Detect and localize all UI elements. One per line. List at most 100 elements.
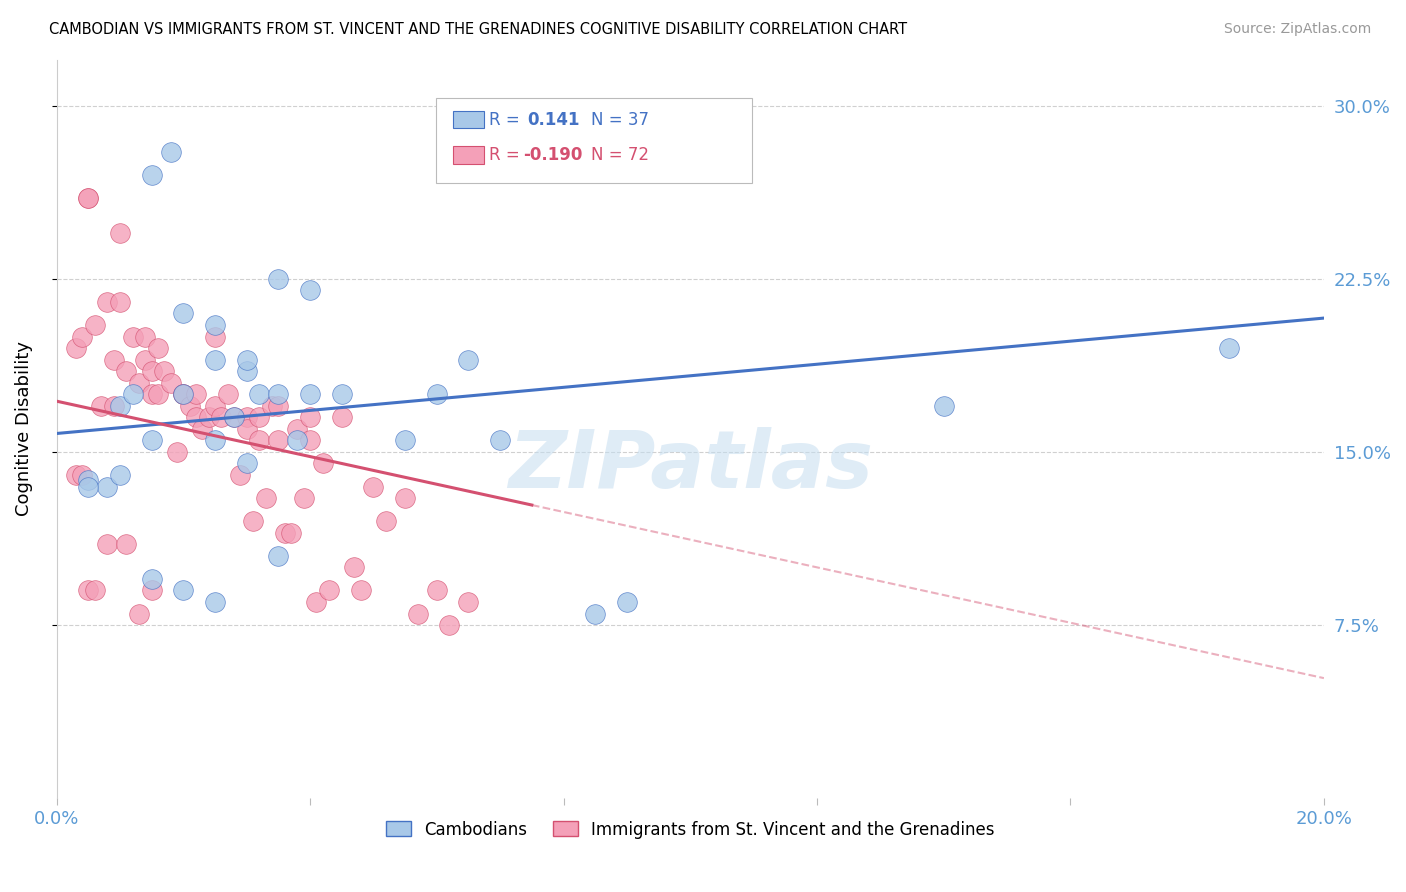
Point	[153, 364, 176, 378]
Point	[134, 329, 156, 343]
Point	[247, 387, 270, 401]
Point	[141, 387, 163, 401]
Point	[70, 468, 93, 483]
Point	[115, 537, 138, 551]
Point	[330, 387, 353, 401]
Point	[287, 422, 309, 436]
Text: Source: ZipAtlas.com: Source: ZipAtlas.com	[1223, 22, 1371, 37]
Point	[457, 595, 479, 609]
Point	[159, 376, 181, 390]
Point	[108, 399, 131, 413]
Point	[209, 410, 232, 425]
Point	[146, 341, 169, 355]
Point	[128, 607, 150, 621]
Point	[115, 364, 138, 378]
Legend: Cambodians, Immigrants from St. Vincent and the Grenadines: Cambodians, Immigrants from St. Vincent …	[380, 814, 1001, 846]
Point	[375, 514, 398, 528]
Point	[184, 410, 207, 425]
Text: N = 72: N = 72	[591, 146, 648, 164]
Point	[77, 191, 100, 205]
Point	[172, 583, 194, 598]
Point	[299, 410, 322, 425]
Point	[65, 341, 87, 355]
Point	[77, 473, 100, 487]
Point	[287, 434, 309, 448]
Point	[235, 364, 257, 378]
Point	[172, 387, 194, 401]
Point	[616, 595, 638, 609]
Point	[318, 583, 340, 598]
Point	[184, 387, 207, 401]
Point	[222, 410, 245, 425]
Point	[1218, 341, 1240, 355]
Point	[121, 387, 143, 401]
Point	[77, 479, 100, 493]
Point	[305, 595, 328, 609]
Point	[439, 618, 461, 632]
Point	[197, 410, 219, 425]
Point	[83, 583, 105, 598]
Point	[235, 422, 257, 436]
Text: CAMBODIAN VS IMMIGRANTS FROM ST. VINCENT AND THE GRENADINES COGNITIVE DISABILITY: CAMBODIAN VS IMMIGRANTS FROM ST. VINCENT…	[49, 22, 907, 37]
Point	[172, 387, 194, 401]
Point	[406, 607, 429, 621]
Text: ZIPatlas: ZIPatlas	[508, 426, 873, 505]
Point	[394, 434, 416, 448]
Point	[235, 410, 257, 425]
Point	[267, 434, 290, 448]
Point	[363, 479, 385, 493]
Point	[204, 399, 226, 413]
Point	[103, 352, 125, 367]
Point	[394, 491, 416, 505]
Text: R =: R =	[489, 111, 520, 128]
Point	[141, 168, 163, 182]
Point	[70, 329, 93, 343]
Point	[350, 583, 373, 598]
Point	[457, 352, 479, 367]
Point	[191, 422, 214, 436]
Point	[172, 387, 194, 401]
Point	[426, 387, 449, 401]
Point	[146, 387, 169, 401]
Point	[83, 318, 105, 332]
Point	[166, 445, 188, 459]
Point	[141, 434, 163, 448]
Point	[247, 410, 270, 425]
Point	[267, 387, 290, 401]
Point	[128, 376, 150, 390]
Point	[247, 434, 270, 448]
Point	[267, 272, 290, 286]
Point	[134, 352, 156, 367]
Point	[108, 294, 131, 309]
Point	[583, 607, 606, 621]
Point	[141, 583, 163, 598]
Point	[103, 399, 125, 413]
Point	[77, 583, 100, 598]
Point	[204, 434, 226, 448]
Point	[489, 434, 512, 448]
Point	[204, 329, 226, 343]
Point	[343, 560, 366, 574]
Point	[204, 352, 226, 367]
Point	[229, 468, 252, 483]
Point	[96, 294, 118, 309]
Point	[932, 399, 955, 413]
Point	[108, 468, 131, 483]
Point	[65, 468, 87, 483]
Point	[235, 352, 257, 367]
Text: 0.141: 0.141	[527, 111, 579, 128]
Point	[96, 537, 118, 551]
Text: N = 37: N = 37	[591, 111, 648, 128]
Point	[77, 191, 100, 205]
Point	[96, 479, 118, 493]
Point	[121, 329, 143, 343]
Point	[179, 399, 201, 413]
Point	[267, 549, 290, 563]
Point	[222, 410, 245, 425]
Point	[90, 399, 112, 413]
Point	[274, 525, 297, 540]
Point	[280, 525, 302, 540]
Point	[260, 399, 283, 413]
Point	[312, 457, 335, 471]
Y-axis label: Cognitive Disability: Cognitive Disability	[15, 342, 32, 516]
